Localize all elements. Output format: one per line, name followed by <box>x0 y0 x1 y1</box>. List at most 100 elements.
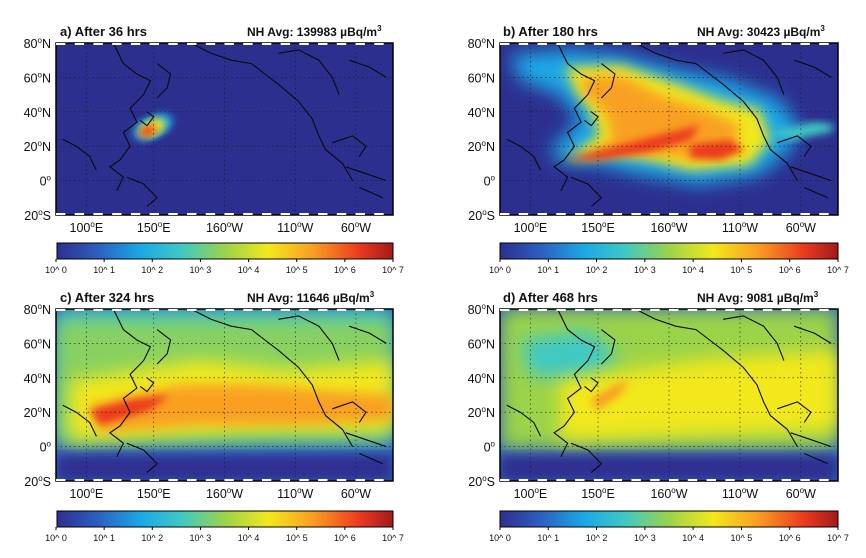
longitude-label: 100oE <box>70 486 104 501</box>
latitude-label: 40oN <box>468 371 495 386</box>
longitude-label: 100oE <box>514 220 548 235</box>
latitude-label: 0o <box>484 440 496 455</box>
latitude-label: 40oN <box>24 105 51 120</box>
colorbar-tick-label: 10^ 4 <box>238 265 260 275</box>
latitude-label: 0o <box>40 174 52 189</box>
panel-d: d) After 468 hrs NH Avg: 9081 µBq/m3 <box>499 290 839 482</box>
coastline <box>777 135 812 157</box>
nh-average: NH Avg: 9081 µBq/m3 <box>697 290 819 305</box>
nh-average: NH Avg: 139983 µBq/m3 <box>247 24 382 39</box>
nh-average: NH Avg: 11646 µBq/m3 <box>247 290 375 305</box>
colorbar-tick-label: 10^ 4 <box>682 265 704 275</box>
coastline <box>345 166 387 182</box>
coastline <box>126 176 158 207</box>
latitude-label: 60oN <box>468 70 495 85</box>
coastline <box>803 186 829 199</box>
coastline <box>506 404 542 437</box>
colorbar <box>56 510 394 528</box>
colorbar-tick-label: 10^ 0 <box>489 265 511 275</box>
coastline <box>349 59 387 78</box>
longitude-label: 110oW <box>722 220 758 235</box>
panel-decorations: 10^ 0 10^ 1 10^ 2 10^ 3 10^ 4 10^ 5 10^ 6 10^ 7 <box>45 42 404 275</box>
colorbar-tick-label: 10^ 7 <box>827 533 849 543</box>
coastline <box>359 452 384 465</box>
colorbar <box>499 242 839 260</box>
longitude-label: 60oW <box>341 486 371 501</box>
colorbar-tick-label: 10^ 3 <box>634 265 656 275</box>
coastline <box>553 42 596 192</box>
colorbar-tick-label: 10^ 4 <box>238 533 260 543</box>
coastline <box>601 63 616 99</box>
colorbar <box>499 510 839 528</box>
latitude-label: 20oN <box>24 139 51 154</box>
coastline <box>723 315 785 361</box>
coastline <box>349 325 387 344</box>
longitude-label: 160oW <box>650 486 687 501</box>
panel-decorations: 10^ 0 10^ 1 10^ 2 10^ 3 10^ 4 10^ 5 10^ 6 10^ 7 <box>489 42 849 275</box>
longitude-label: 160oW <box>206 486 243 501</box>
coastline <box>584 111 599 127</box>
longitude-label: 110oW <box>277 486 313 501</box>
colorbar-tick-label: 10^ 3 <box>190 265 212 275</box>
latitude-label: 40oN <box>468 105 495 120</box>
panel-decorations: 10^ 0 10^ 1 10^ 2 10^ 3 10^ 4 10^ 5 10^ 6 10^ 7 <box>45 308 404 543</box>
coastline <box>723 49 785 95</box>
colorbar-tick-label: 10^ 0 <box>489 533 511 543</box>
map-field <box>500 309 838 481</box>
longitude-label: 60oW <box>786 220 816 235</box>
coastline <box>570 176 603 207</box>
latitude-label: 40oN <box>24 371 51 386</box>
coastline <box>332 135 367 157</box>
longitude-label: 100oE <box>514 486 548 501</box>
colorbar-tick-label: 10^ 6 <box>779 265 801 275</box>
coastline <box>553 308 596 458</box>
colorbar-tick-label: 10^ 1 <box>93 533 115 543</box>
colorbar-tick-label: 10^ 3 <box>634 533 656 543</box>
coastline <box>278 315 340 361</box>
colorbar-tick-label: 10^ 0 <box>45 533 67 543</box>
coastline <box>777 401 812 423</box>
longitude-label: 150oE <box>581 220 615 235</box>
longitude-label: 60oW <box>341 220 371 235</box>
coastline <box>190 308 354 447</box>
coastline <box>62 404 97 437</box>
coastline <box>139 377 155 393</box>
colorbar-tick-label: 10^ 2 <box>586 265 608 275</box>
colorbar-tick-label: 10^ 4 <box>682 533 704 543</box>
latitude-label: 80oN <box>468 36 495 51</box>
latitude-label: 0o <box>40 440 52 455</box>
latitude-label: 20oN <box>24 405 51 420</box>
coastline <box>126 442 158 473</box>
coastline <box>108 308 152 458</box>
panel-decorations: 10^ 0 10^ 1 10^ 2 10^ 3 10^ 4 10^ 5 10^ 6 10^ 7 <box>489 308 849 543</box>
colorbar-tick-label: 10^ 6 <box>779 533 801 543</box>
colorbar-tick-label: 10^ 1 <box>93 265 115 275</box>
latitude-label: 20oS <box>468 474 495 489</box>
coastline <box>584 377 599 393</box>
latitude-label: 20oN <box>468 139 495 154</box>
panel-title: d) After 468 hrs <box>503 290 598 305</box>
latitude-label: 20oS <box>24 208 51 223</box>
latitude-label: 20oN <box>468 405 495 420</box>
colorbar-tick-label: 10^ 1 <box>537 533 559 543</box>
longitude-label: 150oE <box>137 220 171 235</box>
nh-average: NH Avg: 30423 µBq/m3 <box>697 24 825 39</box>
latitude-label: 60oN <box>24 336 51 351</box>
coastline <box>332 401 367 423</box>
longitude-label: 100oE <box>70 220 104 235</box>
longitude-label: 160oW <box>650 220 687 235</box>
colorbar-tick-label: 10^ 5 <box>731 265 753 275</box>
coastline <box>793 59 832 78</box>
coastline <box>359 186 384 199</box>
coastline <box>634 42 798 181</box>
longitude-label: 150oE <box>581 486 615 501</box>
colorbar-tick-label: 10^ 1 <box>537 265 559 275</box>
colorbar-tick-label: 10^ 3 <box>190 533 212 543</box>
coastline <box>278 49 340 95</box>
coastline <box>790 432 832 448</box>
coastline <box>190 42 354 181</box>
longitude-label: 60oW <box>786 486 816 501</box>
latitude-label: 60oN <box>468 336 495 351</box>
latitude-label: 20oS <box>468 208 495 223</box>
